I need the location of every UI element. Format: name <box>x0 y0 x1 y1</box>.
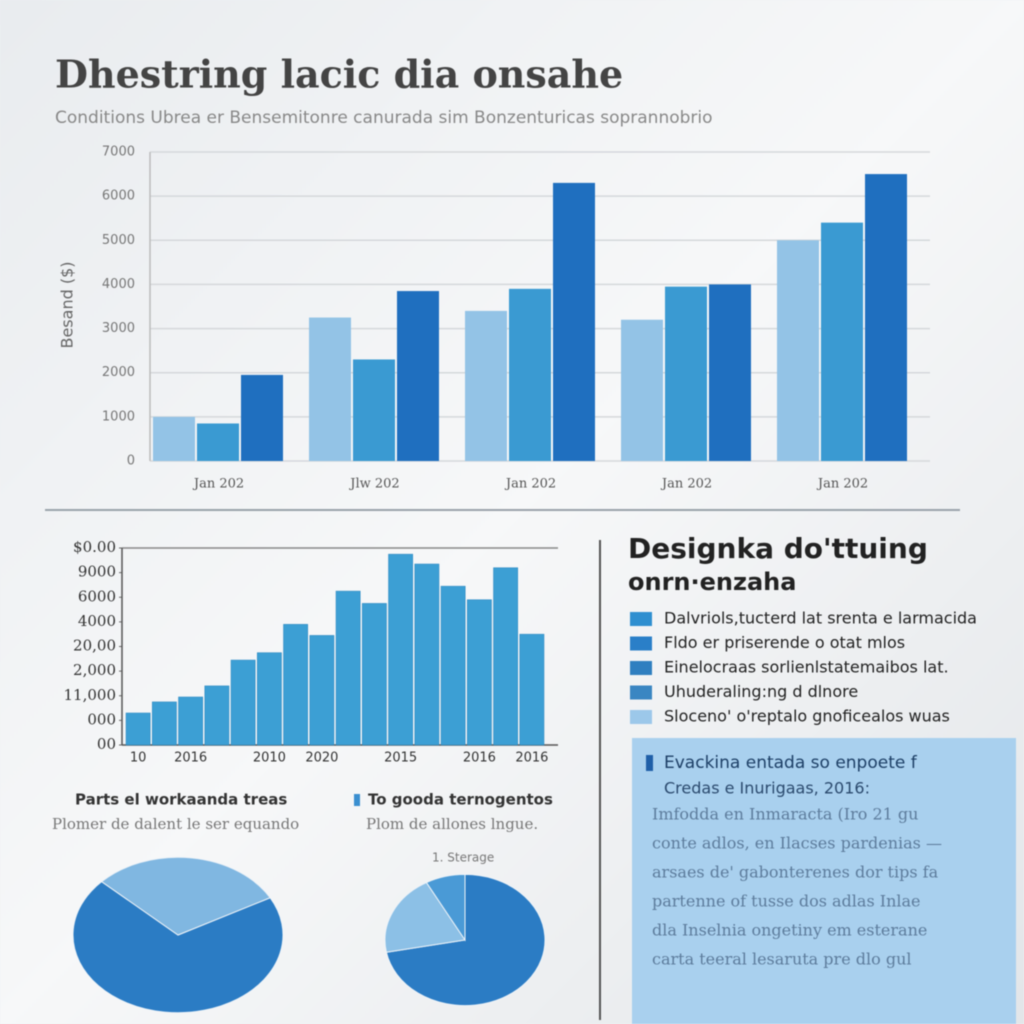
pie-title: Parts el workaanda treas <box>75 791 287 809</box>
y-tick-label: 5000 <box>102 233 135 248</box>
box-text: conte adlos, en Ilacses pardenias — <box>652 834 942 853</box>
bar <box>388 553 413 746</box>
legend-label: Fldo er priserende o otat mlos <box>664 633 905 652</box>
y-tick-label: 4000 <box>102 277 135 292</box>
info-box <box>632 738 1016 1024</box>
x-tick-label: Jan 202 <box>504 477 556 492</box>
bar <box>125 712 151 746</box>
bar <box>335 590 361 746</box>
legend-label: Einelocraas sorlienlstatemaibos lat. <box>664 658 949 677</box>
bar <box>467 599 492 746</box>
y-tick-label: 1000 <box>102 409 135 424</box>
panel-heading: Designka do'ttuing <box>628 532 928 565</box>
bar <box>397 291 439 461</box>
box-text: partenne of tusse dos adlas Inlae <box>652 892 921 911</box>
bar <box>440 585 466 746</box>
bar <box>230 659 256 746</box>
y-tick-label: 7000 <box>102 145 135 160</box>
x-tick-label: 10 <box>130 751 147 766</box>
bar <box>283 624 308 746</box>
bar <box>204 685 230 746</box>
x-tick-label: 2010 <box>253 751 286 766</box>
y-tick-label: $0.00 <box>73 538 116 556</box>
y-tick-label: 3000 <box>102 321 135 336</box>
x-tick-label: 2016 <box>515 751 548 766</box>
bar <box>309 317 351 461</box>
y-tick-label: 2,000 <box>73 661 116 679</box>
bullet <box>646 755 653 771</box>
pie-slice <box>100 856 271 936</box>
legend-label: Dalvriols,tucterd lat srenta e larmacida <box>664 609 977 628</box>
y-tick-label: 9000 <box>78 563 116 581</box>
bar <box>493 567 518 746</box>
pie-slice <box>384 881 466 953</box>
y-tick-label: 20,00 <box>73 637 116 655</box>
box-subtitle: Credas e Inurigaas, 2016: <box>664 779 870 798</box>
x-tick-label: Jlw 202 <box>348 477 399 492</box>
x-tick-label: Jan 202 <box>192 477 244 492</box>
legend-swatch <box>630 661 652 675</box>
bar <box>519 633 545 746</box>
pie-title: To gooda ternogentos <box>368 791 553 809</box>
box-text: carta teeral lesaruta pre dlo gul <box>652 950 912 969</box>
pie-annotation: 1. Sterage <box>432 851 494 865</box>
bar <box>777 240 819 461</box>
bar <box>465 310 507 461</box>
page-title: Dhestring lacic dia onsahe <box>55 52 623 97</box>
y-tick-label: 11,000 <box>64 686 117 704</box>
legend-swatch <box>630 710 652 724</box>
legend-swatch <box>630 685 652 700</box>
bar <box>178 696 203 746</box>
legend-swatch <box>630 612 652 626</box>
legend-label: Uhuderaling:ng d dlnore <box>664 682 858 701</box>
bar <box>362 603 387 746</box>
y-axis-label: Besand ($) <box>58 261 77 348</box>
y-tick-label: 2000 <box>102 365 135 380</box>
legend-label: Sloceno' o'reptalo gnoficealos wuas <box>664 707 950 726</box>
x-tick-label: 2015 <box>384 751 417 766</box>
box-text: arsaes de' gabonterenes dor tips fa <box>652 863 939 882</box>
x-tick-label: Jan 202 <box>816 477 868 492</box>
y-tick-label: 000 <box>87 710 116 728</box>
bar <box>241 374 283 461</box>
pie-slice <box>385 873 546 1007</box>
bar <box>353 359 395 461</box>
panel-heading: onrn·enzaha <box>628 568 796 596</box>
box-text: dla Inselnia ongetiny em esterane <box>652 921 927 940</box>
bar <box>152 701 177 746</box>
legend-swatch <box>630 636 652 651</box>
y-tick-label: 0 <box>127 454 135 469</box>
y-tick-label: 6000 <box>78 587 116 605</box>
bullet <box>354 794 360 806</box>
page-subtitle: Conditions Ubrea er Bensemitonre canurad… <box>55 108 713 128</box>
box-title: Evackina entada so enpoete f <box>664 753 918 773</box>
x-tick-label: 2016 <box>463 751 496 766</box>
bar <box>153 416 195 461</box>
bar <box>414 563 440 746</box>
x-tick-label: Jan 202 <box>660 477 712 492</box>
bar <box>553 182 595 461</box>
bar <box>665 286 707 461</box>
y-tick-label: 4000 <box>78 612 116 630</box>
pie-slice <box>425 873 466 942</box>
bar <box>865 174 907 462</box>
y-tick-label: 00 <box>97 735 116 753</box>
y-tick-label: 6000 <box>102 189 135 204</box>
pie-subtitle: Plomer de dalent le ser equando <box>52 815 299 833</box>
box-text: Imfodda en Inmaracta (Iro 21 gu <box>652 805 918 824</box>
bar <box>509 288 551 461</box>
bar <box>621 319 663 461</box>
bar <box>709 284 751 461</box>
bar <box>257 652 282 746</box>
pie-subtitle: Plom de allones lngue. <box>366 815 538 833</box>
pie-slice <box>72 881 284 1014</box>
x-tick-label: 2016 <box>174 751 207 766</box>
bar <box>309 635 335 746</box>
bar <box>821 222 863 461</box>
x-tick-label: 2020 <box>305 751 338 766</box>
bar <box>197 423 239 461</box>
